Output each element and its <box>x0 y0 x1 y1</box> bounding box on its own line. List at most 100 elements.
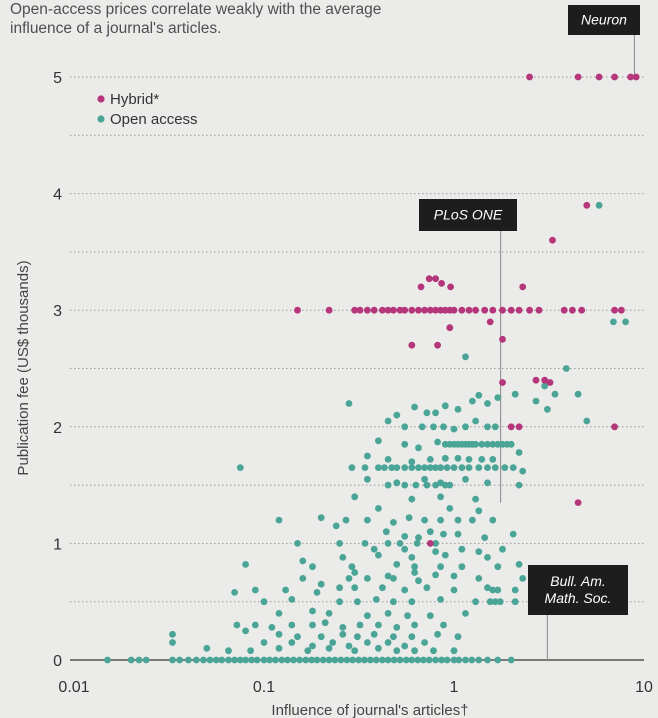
data-point <box>437 464 444 471</box>
data-point <box>411 563 418 571</box>
data-point <box>484 440 491 448</box>
data-point <box>519 283 527 291</box>
callout-label: Bull. Am. <box>550 573 606 589</box>
data-point <box>595 201 603 209</box>
data-point <box>382 528 390 536</box>
data-point <box>415 464 422 471</box>
data-point <box>275 610 283 617</box>
data-point <box>401 464 409 471</box>
data-point <box>203 644 211 652</box>
data-point <box>331 656 339 664</box>
data-point <box>388 464 396 471</box>
data-point <box>390 306 397 314</box>
data-point <box>294 306 301 314</box>
data-point <box>231 656 239 664</box>
data-point <box>384 306 392 314</box>
data-point <box>560 306 568 314</box>
data-point <box>370 545 378 553</box>
data-point <box>415 577 422 585</box>
data-point <box>423 409 431 417</box>
data-point <box>450 425 458 433</box>
data-point <box>390 598 397 606</box>
data-point <box>475 507 483 515</box>
data-point <box>288 621 296 629</box>
data-point <box>426 464 434 471</box>
data-point <box>437 563 444 571</box>
data-point <box>355 656 363 664</box>
data-point <box>432 275 439 283</box>
data-point <box>253 656 261 664</box>
data-point <box>610 318 617 326</box>
x-tick-label: 1 <box>450 679 459 696</box>
data-point <box>478 456 486 463</box>
data-point <box>304 647 312 655</box>
data-point <box>290 656 297 664</box>
data-point <box>434 341 441 349</box>
data-point <box>484 400 491 407</box>
data-point <box>526 306 533 314</box>
y-tick-label: 1 <box>53 536 62 553</box>
data-point <box>415 306 422 314</box>
data-point <box>411 647 418 655</box>
data-point <box>404 612 411 620</box>
callouts: Neuron PLoS ONE Bull. Am.Math. Soc. <box>419 5 640 615</box>
data-point <box>472 495 479 503</box>
data-point <box>408 554 416 561</box>
data-point <box>135 656 143 664</box>
data-point <box>472 306 479 314</box>
data-point <box>446 505 454 512</box>
data-point <box>458 306 466 314</box>
data-point <box>443 656 451 664</box>
data-point <box>309 563 316 571</box>
data-point <box>325 610 333 617</box>
data-point <box>384 572 392 580</box>
data-point <box>494 656 502 664</box>
data-point <box>441 402 449 410</box>
data-point <box>454 633 462 641</box>
data-point <box>309 642 316 650</box>
data-point <box>401 533 409 540</box>
data-point <box>499 545 506 553</box>
data-point <box>481 534 489 541</box>
data-point <box>611 306 618 314</box>
data-point <box>342 516 350 524</box>
data-point <box>549 236 556 244</box>
data-point <box>375 621 382 629</box>
data-point <box>364 516 371 524</box>
data-point <box>299 575 307 582</box>
data-point <box>541 376 549 384</box>
data-point <box>611 423 618 431</box>
data-point <box>426 612 434 620</box>
data-point <box>390 519 397 526</box>
data-point <box>569 306 576 314</box>
data-point <box>426 540 434 547</box>
chart-title: Open-access prices correlate weakly with… <box>10 1 382 37</box>
data-point <box>434 630 441 638</box>
x-axis-label: Influence of journal's articles† <box>271 702 468 718</box>
data-point <box>465 464 473 471</box>
data-point <box>339 630 347 638</box>
data-point <box>242 627 250 635</box>
data-point <box>501 464 509 471</box>
data-point <box>351 584 359 592</box>
data-point <box>484 464 491 471</box>
data-point <box>426 528 434 536</box>
data-point <box>351 306 359 314</box>
data-points <box>104 73 640 664</box>
data-point <box>532 376 540 384</box>
data-point <box>465 306 473 314</box>
data-point <box>421 475 428 483</box>
data-point <box>384 481 392 489</box>
data-point <box>251 621 259 629</box>
data-point <box>375 437 382 445</box>
data-point <box>354 633 361 641</box>
data-point <box>622 318 629 326</box>
callout-box <box>528 565 628 615</box>
data-point <box>430 647 437 655</box>
data-point <box>364 306 371 314</box>
y-tick-label: 2 <box>53 420 62 437</box>
data-point <box>511 390 519 398</box>
callout-label: PLoS ONE <box>434 207 503 223</box>
legend: Hybrid* Open access <box>97 91 198 128</box>
